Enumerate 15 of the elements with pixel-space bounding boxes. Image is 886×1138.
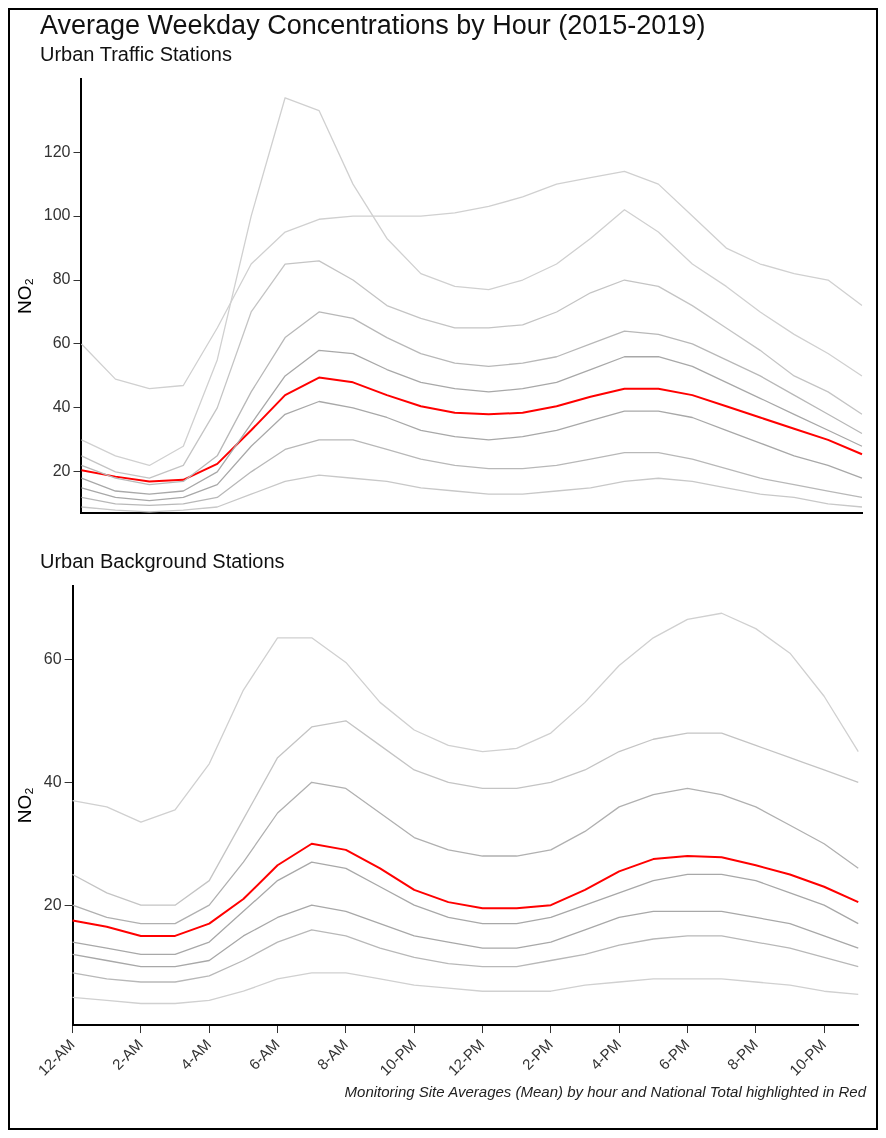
y-tick-label: 60 xyxy=(43,649,62,667)
y-tick-label: 40 xyxy=(43,772,62,790)
chart-subtitle: Urban Background Stations xyxy=(40,550,286,573)
y-axis-title: NO₂ xyxy=(13,278,35,314)
y-tick-label: 40 xyxy=(52,398,71,416)
y-tick-label: 60 xyxy=(52,334,71,352)
y-tick-label: 80 xyxy=(52,270,71,288)
chart-title: Average Weekday Concentrations by Hour (2015-2019) xyxy=(40,10,707,41)
text: Monitoring Site Averages (Mean) by hour and National Total highlighted in Red xyxy=(343,1083,868,1100)
y-tick-label: 20 xyxy=(43,895,62,913)
y-axis-title: NO₂ xyxy=(13,787,35,824)
y-tick-label: 120 xyxy=(43,142,71,160)
y-tick-label: 20 xyxy=(52,462,71,480)
y-tick-label: 100 xyxy=(43,206,71,224)
chart-subtitle: Urban Traffic Stations xyxy=(40,43,233,66)
